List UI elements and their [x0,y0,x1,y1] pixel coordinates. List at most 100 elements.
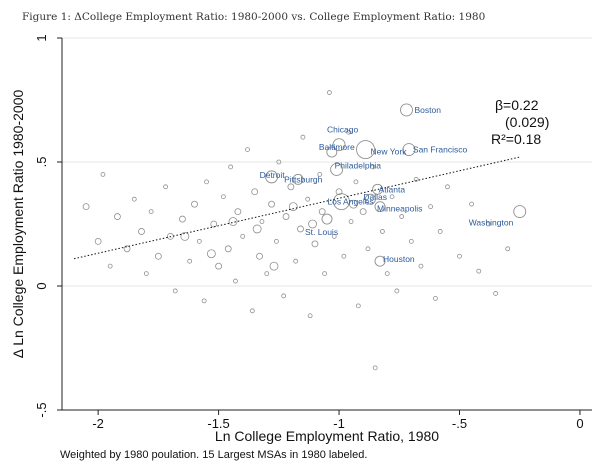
city-label: Chicago [327,125,358,135]
scatter-point [408,238,414,244]
scatter-point [251,188,259,196]
city-label: Los Angeles [327,197,373,207]
beta-label: β=0.22 [495,97,539,113]
scatter-point [154,252,162,260]
y-tick-label: 0 [34,282,49,289]
scatter-point [457,253,462,259]
scatter-point-labeled [326,146,338,158]
scatter-point [264,271,270,277]
y-ticks: -.5 0 .5 1 [34,34,62,418]
scatter-point [240,233,246,239]
scatter-point-labeled [356,140,375,160]
scatter-point [399,214,405,219]
city-label: Philadelphia [335,160,382,170]
y-axis-label: Δ Ln College Employment Ratio 1980-2000 [10,90,26,359]
scatter-point [418,263,424,269]
scatter-point [389,194,395,200]
scatter-point [384,271,390,277]
scatter-point [341,253,347,259]
scatter-point [82,203,90,211]
scatter-point-labeled [292,173,304,185]
city-label: Boston [415,105,442,115]
scatter-point [469,201,474,207]
scatter-point [300,134,306,140]
scatter-point [228,217,238,226]
scatter-point [433,295,438,301]
city-label: New York [371,147,408,157]
scatter-point [476,268,482,274]
scatter-point [505,246,511,252]
standard-error-label: (0.029) [505,114,549,130]
scatter-point [355,303,361,309]
scatter-point [311,240,319,248]
r-squared-label: R²=0.18 [491,131,541,147]
scatter-point [318,208,326,216]
scatter-point-labeled [330,162,344,176]
scatter-point [413,176,419,182]
scatter-point [288,202,298,212]
x-tick-label: -1.5 [207,416,229,431]
scatter-point [370,164,376,170]
scatter-point [180,231,190,241]
scatter-point [221,194,226,200]
scatter-point [281,293,287,299]
scatter-point-labeled [374,201,386,213]
x-ticks: -2 -1.5 -1 -.5 0 [92,410,584,431]
scatter-point [233,278,238,284]
y-tick-label: .5 [34,157,49,168]
scatter-point [191,200,198,208]
x-tick-label: -1 [333,416,345,431]
scatter-point [131,196,137,202]
city-label: Atlanta [379,184,406,194]
scatter-point-labeled [364,193,376,205]
scatter-point-labeled [372,183,384,195]
scatter-point-labeled [400,103,413,117]
scatter-point-labeled [513,205,527,219]
y-tick-label: -.5 [34,402,49,417]
scatter-point [287,183,295,191]
city-label: Pittsburgh [284,174,323,184]
scatter-point [297,225,304,233]
scatter-point [365,246,371,252]
figure-note: Weighted by 1980 poulation. 15 Largest M… [60,449,367,461]
city-label: Baltimore [319,142,355,152]
scatter-point [215,262,222,270]
scatter-point [348,219,354,224]
scatter-point [486,221,491,227]
scatter-point [308,219,317,229]
x-tick-label: -.5 [452,416,467,431]
scatter-point [245,147,250,153]
scatter-point [179,215,186,223]
scatter-point [204,179,209,185]
scatter-point [259,219,265,224]
city-label: Houston [383,254,415,264]
scatter-point [327,90,332,95]
x-tick-label: -2 [92,416,104,431]
scatter-point-labeled [332,138,346,152]
scatter-points [82,90,527,371]
scatter-point-labeled [374,255,386,267]
scatter-point [317,171,323,177]
scatter-point-labeled [265,170,279,184]
scatter-point-labeled [333,193,350,211]
scatter-point [322,271,327,277]
scatter-point [380,229,385,234]
scatter-point [234,208,242,216]
city-label: Detroit [260,170,286,180]
scatter-point [228,164,234,170]
scatter-point [428,204,433,210]
scatter-point [100,171,106,177]
scatter-point [359,208,367,216]
scatter-point [445,184,450,190]
scatter-point [138,228,145,235]
figure-title: Figure 1: ΔCollege Employment Ratio: 198… [22,11,485,23]
scatter-point [114,213,121,220]
scatter-point [94,237,102,245]
scatter-point [293,258,299,264]
scatter-point [394,288,400,294]
scatter-point [274,238,279,244]
city-label: Minneapolis [377,204,422,214]
city-labels: Boston Chicago Baltimore New York San Franci… [260,105,514,264]
city-label: St. Louis [305,227,338,237]
